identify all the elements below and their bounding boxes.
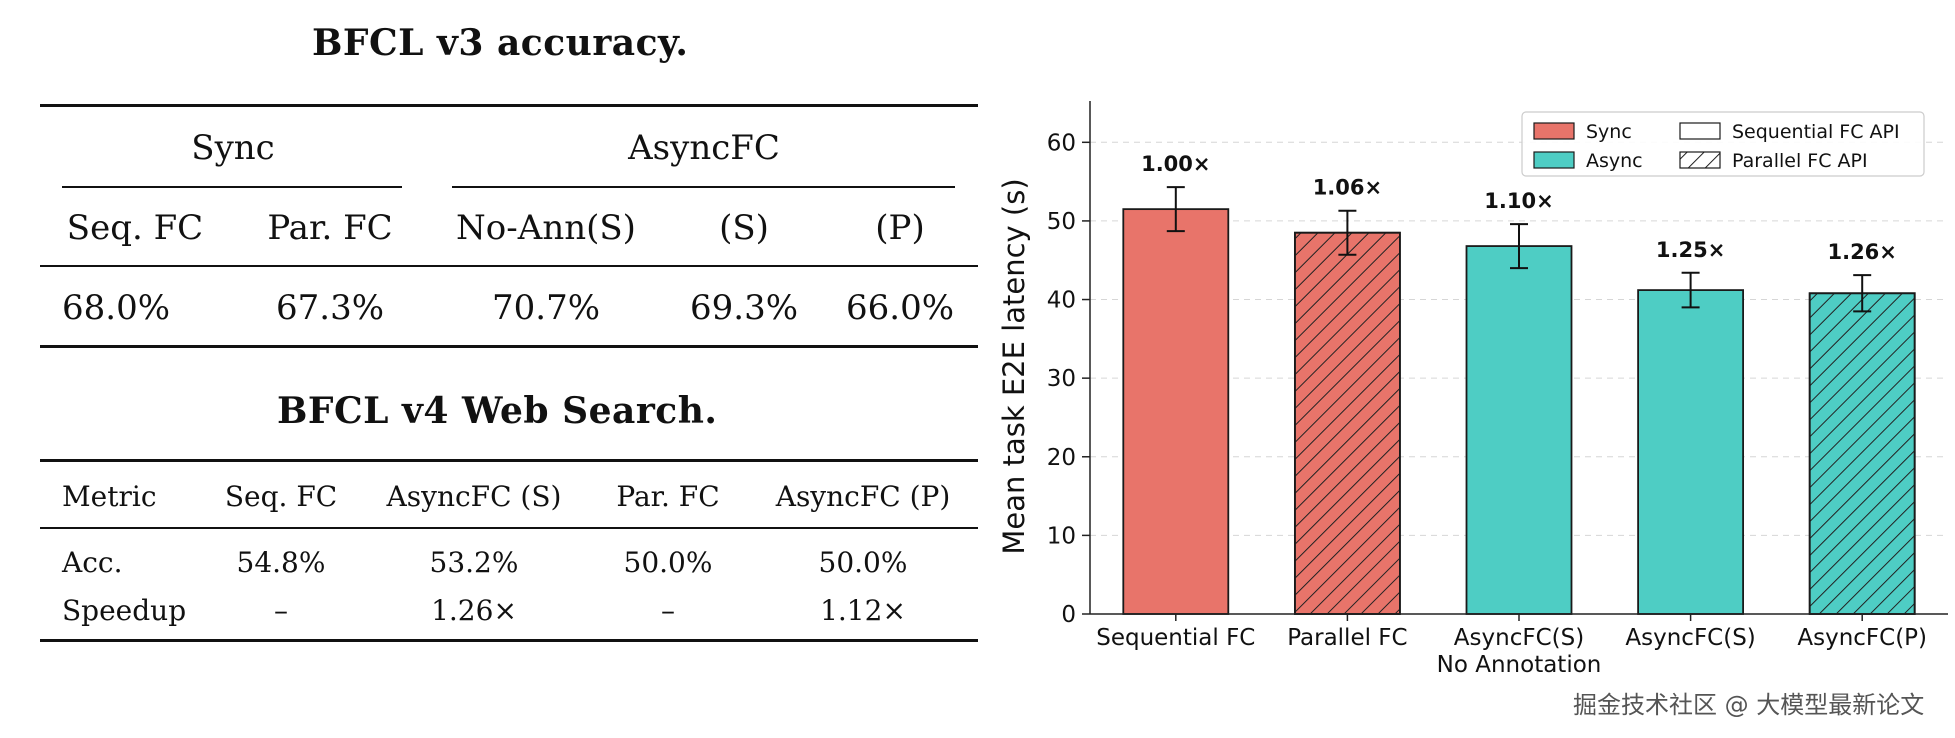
bar — [1465, 245, 1573, 615]
table1-value-s: 69.3% — [689, 288, 799, 328]
table2-row-acc-asyncfc-s: 53.2% — [429, 546, 519, 579]
table2-header-par-fc: Par. FC — [616, 480, 720, 513]
x-tick-label: Sequential FC — [1096, 625, 1255, 651]
legend-swatch — [1679, 151, 1721, 169]
table2-row-acc-seq-fc: 54.8% — [236, 546, 326, 579]
table1-group-sync: Sync — [191, 128, 275, 168]
table1-top-rule — [40, 104, 978, 107]
table1-header-p: (P) — [875, 208, 925, 248]
legend-label: Sync — [1586, 121, 1632, 143]
y-tick-label: 0 — [1061, 602, 1076, 628]
bar-hatch — [1808, 292, 1916, 615]
table1-title: BFCL v3 accuracy. — [312, 22, 689, 64]
table1-value-p: 66.0% — [845, 288, 955, 328]
legend-swatch — [1533, 151, 1575, 169]
y-tick-label: 40 — [1047, 288, 1076, 314]
bar-hatch — [1293, 231, 1401, 615]
table2-row-speedup-asyncfc-s: 1.26× — [431, 594, 517, 627]
table2-bottom-rule — [40, 639, 978, 642]
table1-value-no-ann: 70.7% — [491, 288, 601, 328]
bar-data-label: 1.26× — [1827, 240, 1896, 264]
legend-swatch — [1679, 122, 1721, 140]
table1-header-s: (S) — [719, 208, 769, 248]
legend-label: Async — [1586, 150, 1643, 172]
table1-value-seq-fc: 68.0% — [61, 288, 171, 328]
tables-panel: BFCL v3 accuracy. Sync AsyncFC Seq. FC P… — [40, 22, 978, 642]
bar — [1122, 208, 1230, 615]
table2-header-seq-fc: Seq. FC — [224, 480, 338, 513]
y-tick-label: 60 — [1047, 130, 1076, 156]
table2-mid-rule — [40, 527, 978, 529]
table2-row-acc-asyncfc-p: 50.0% — [818, 546, 908, 579]
table1-sync-cmidrule — [62, 186, 402, 188]
x-tick-label: AsyncFC(S) — [1454, 625, 1584, 651]
table1-header-seq-fc: Seq. FC — [66, 208, 204, 248]
x-tick-label: AsyncFC(S) — [1625, 625, 1755, 651]
table2-row-speedup-par-fc: – — [661, 594, 675, 627]
x-tick-label: AsyncFC(P) — [1797, 625, 1927, 651]
latency-bar-chart: 1.00× 1.06× 1.10× 1.25× 1.26× 0 10 20 30 40 50 60 M… — [997, 101, 1948, 678]
table1-group-async: AsyncFC — [628, 128, 780, 168]
latency-chart: 1.00× 1.06× 1.10× 1.25× 1.26× 0 10 20 30 40 50 60 M… — [990, 0, 1955, 738]
legend-swatch — [1533, 122, 1575, 140]
y-axis-label: Mean task E2E latency (s) — [997, 178, 1031, 554]
table2-title: BFCL v4 Web Search. — [277, 390, 718, 432]
x-tick-label: Parallel FC — [1287, 625, 1407, 651]
bar — [1637, 289, 1744, 615]
x-tick-label-line2: No Annotation — [1437, 652, 1602, 678]
y-tick-label: 30 — [1047, 366, 1076, 392]
watermark-text: 掘金技术社区 @ 大模型最新论文 — [1573, 691, 1925, 719]
table2-header-asyncfc-p: AsyncFC (P) — [775, 480, 951, 513]
table1-value-par-fc: 67.3% — [275, 288, 385, 328]
bar-data-label: 1.06× — [1313, 176, 1382, 200]
table1-header-par-fc: Par. FC — [267, 208, 393, 248]
legend-label: Parallel FC API — [1732, 150, 1868, 172]
table2-row-speedup-seq-fc: – — [274, 594, 288, 627]
table1-header-no-ann: No-Ann(S) — [456, 208, 636, 248]
table1-async-cmidrule — [452, 186, 955, 188]
legend-box — [1521, 111, 1925, 177]
table1-mid-rule — [40, 265, 978, 267]
table2-top-rule — [40, 459, 978, 462]
y-tick-label: 20 — [1047, 445, 1076, 471]
table2-row-acc-par-fc: 50.0% — [623, 546, 713, 579]
table2-header-asyncfc-s: AsyncFC (S) — [386, 480, 562, 513]
table2-row-speedup-asyncfc-p: 1.12× — [820, 594, 906, 627]
legend-label: Sequential FC API — [1732, 121, 1900, 143]
bar-data-label: 1.10× — [1484, 189, 1553, 213]
bar-data-label: 1.00× — [1141, 152, 1210, 176]
table1-bottom-rule — [40, 345, 978, 348]
y-tick-label: 10 — [1047, 523, 1076, 549]
y-tick-label: 50 — [1047, 209, 1076, 235]
table2-header-metric: Metric — [62, 480, 157, 513]
table2-row-acc-label: Acc. — [62, 546, 123, 579]
bar-data-label: 1.25× — [1656, 238, 1725, 262]
table2-row-speedup-label: Speedup — [62, 594, 187, 627]
